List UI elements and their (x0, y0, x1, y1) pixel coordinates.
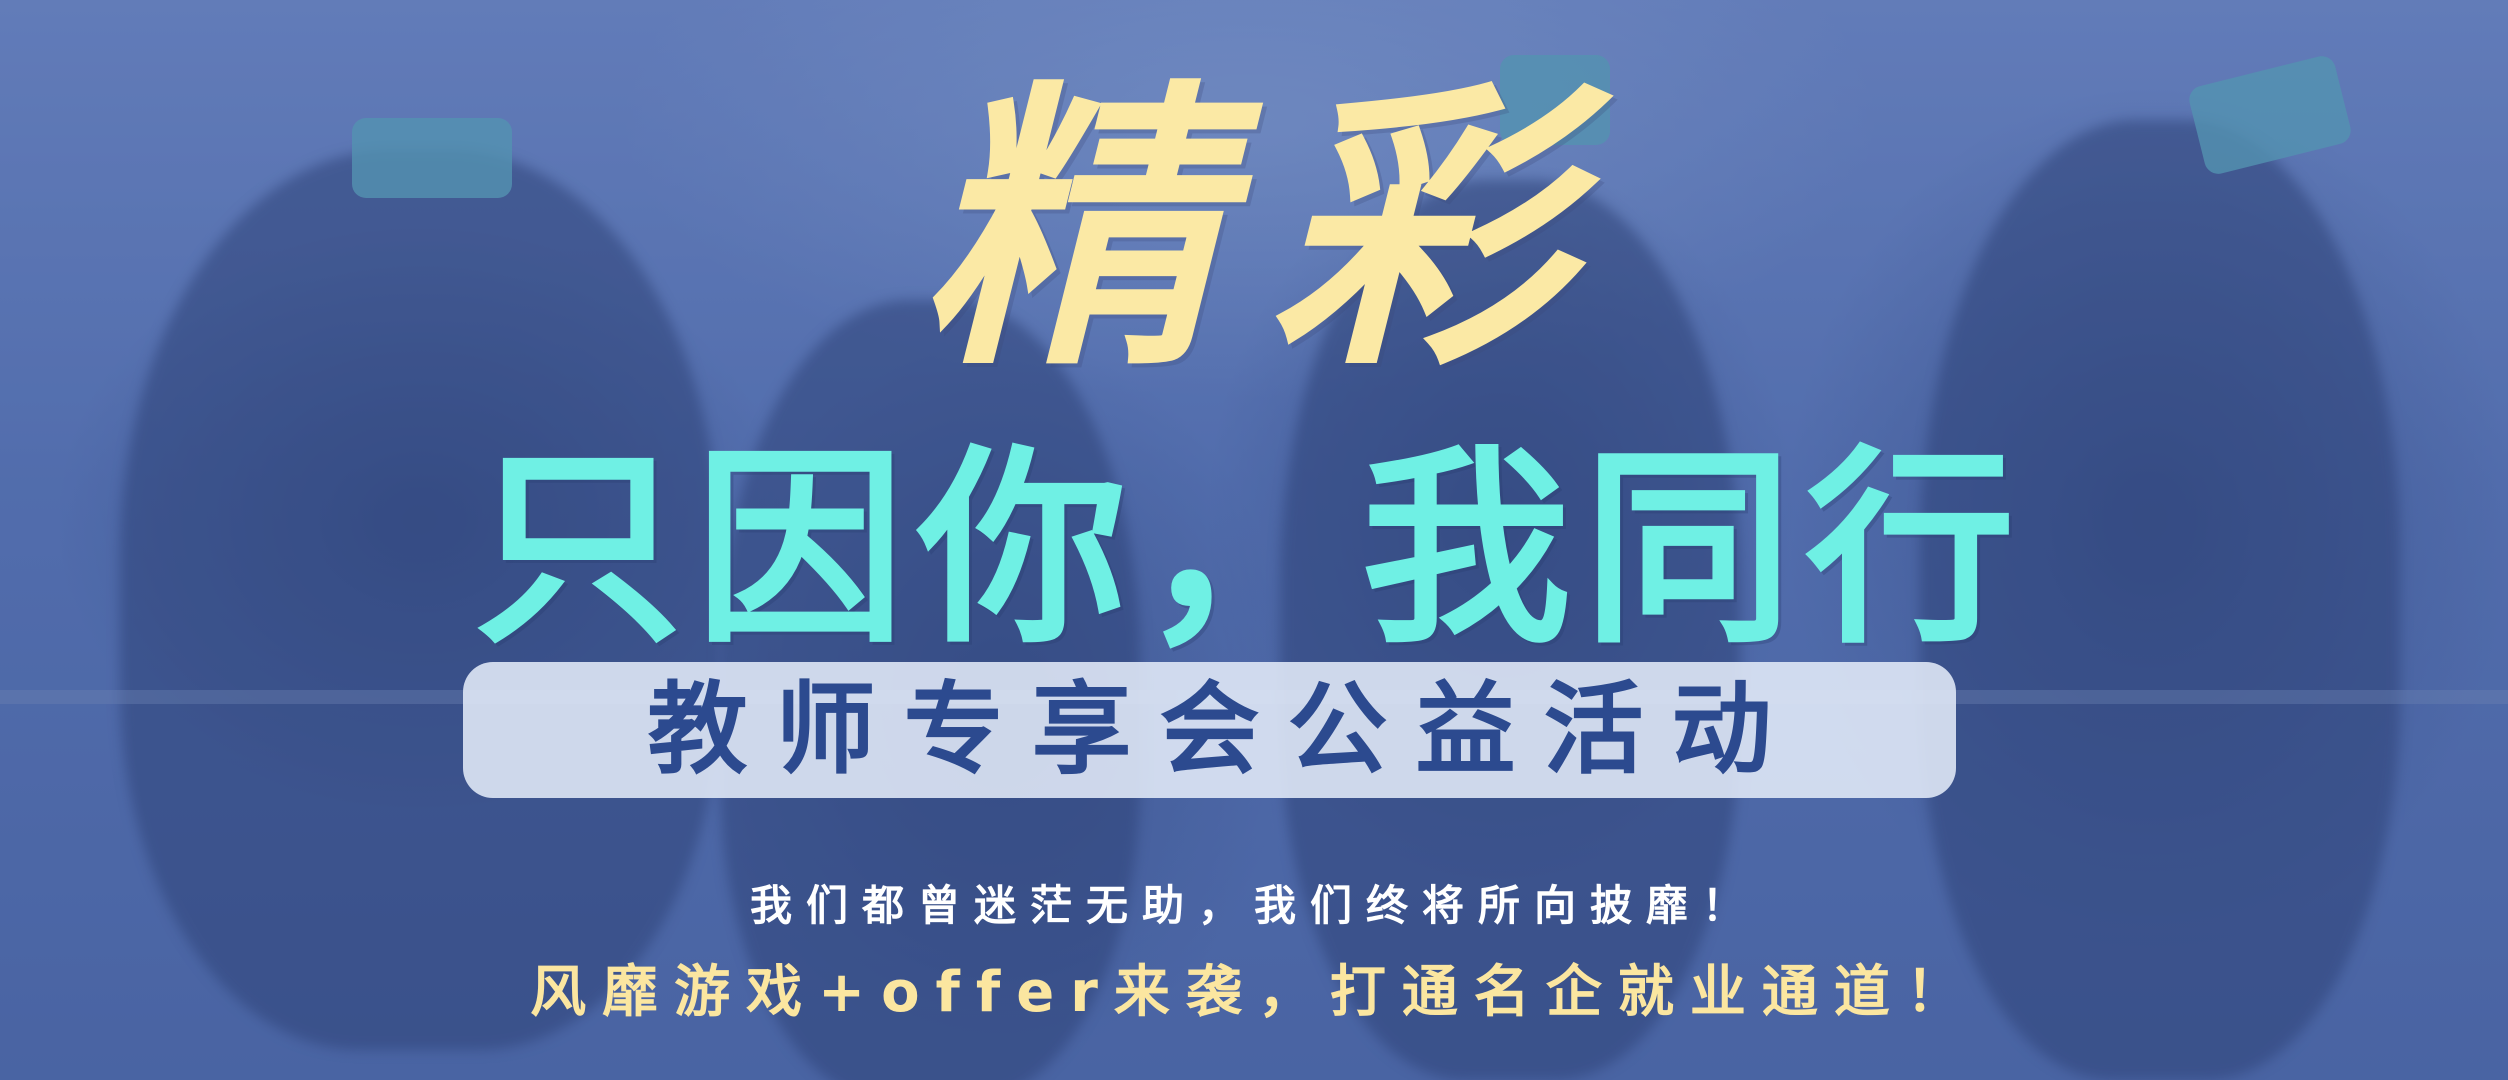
tagline-primary: 我们都曾迷茫无助，我们终将所向披靡！ (749, 881, 1758, 930)
vr-headset-icon (1500, 55, 1610, 145)
subtitle-banner: 教师专享会公益活动 (463, 662, 1956, 798)
subtitle-text: 教师专享会公益活动 (647, 671, 1800, 788)
background-photo-person (1920, 120, 2400, 1080)
background-photo-person (120, 150, 720, 1050)
vr-headset-icon (352, 118, 512, 198)
headline-top: 精彩 (920, 53, 1620, 406)
background-photo-person (1280, 180, 1740, 1080)
headline-slogan: 只因你，我同行 (472, 427, 2027, 672)
tagline-secondary: 风靡游戏+offer来袭，打通名企就业通道！ (530, 960, 1978, 1025)
